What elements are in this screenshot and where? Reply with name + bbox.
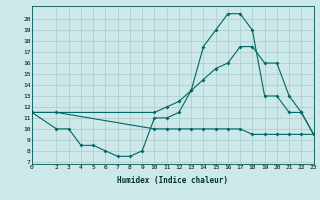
X-axis label: Humidex (Indice chaleur): Humidex (Indice chaleur) <box>117 176 228 185</box>
